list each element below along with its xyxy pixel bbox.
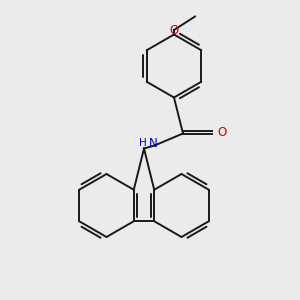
Text: H: H <box>139 138 147 148</box>
Text: O: O <box>169 23 178 37</box>
Text: O: O <box>217 126 226 139</box>
Text: N: N <box>148 136 158 150</box>
